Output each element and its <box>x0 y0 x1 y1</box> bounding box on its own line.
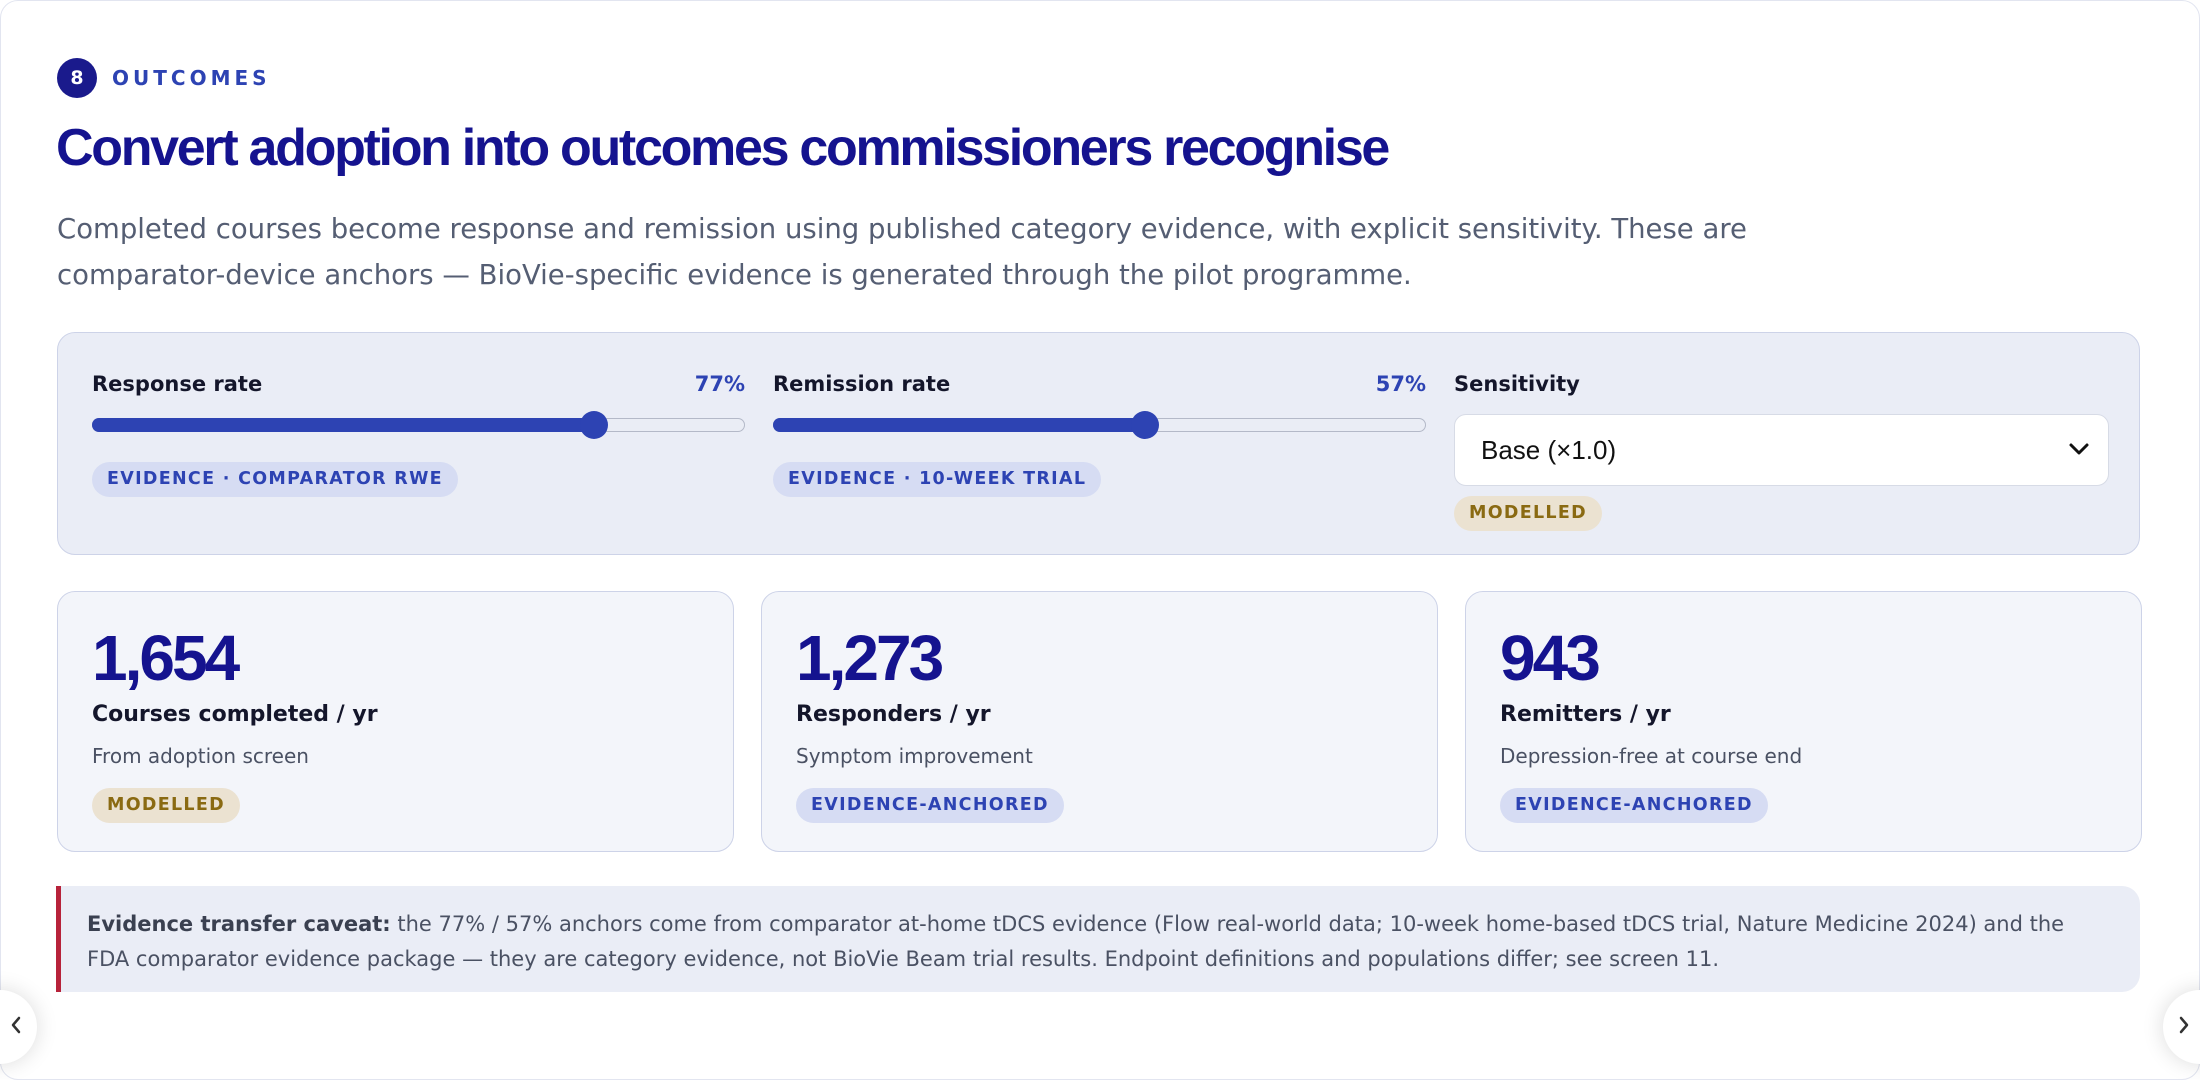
metric-label: Courses completed / yr <box>92 702 378 727</box>
page-subtitle: Completed courses become response and re… <box>57 213 1747 291</box>
metric-description: Depression-free at course end <box>1500 744 1803 768</box>
chevron-down-icon <box>2068 441 2090 460</box>
remission-rate-slider-fill <box>772 417 1144 432</box>
metric-value: 1,273 <box>796 622 944 694</box>
caveat-heading: Evidence transfer caveat: <box>87 912 391 936</box>
sensitivity-modelled-badge: MODELLED <box>1454 496 1602 531</box>
metric-description: From adoption screen <box>92 744 309 768</box>
remission-rate-control: Remission rate 57% EVIDENCE · 10-WEEK TR… <box>772 369 1426 497</box>
sensitivity-selected-value: Base (×1.0) <box>1481 434 1617 465</box>
metric-card-courses: 1,654 Courses completed / yr From adopti… <box>57 591 734 852</box>
controls-panel: Response rate 77% EVIDENCE · COMPARATOR … <box>57 332 2140 555</box>
response-rate-label: Response rate <box>92 372 263 396</box>
metric-card-remitters: 943 Remitters / yr Depression-free at co… <box>1465 591 2142 852</box>
remission-rate-label: Remission rate <box>773 372 951 396</box>
chevron-left-icon <box>10 1016 22 1038</box>
chevron-right-icon <box>2178 1016 2190 1038</box>
page-title: Convert adoption into outcomes commissio… <box>56 119 1390 177</box>
response-rate-slider[interactable] <box>91 411 745 439</box>
metric-badge: MODELLED <box>92 788 240 823</box>
caveat-text: the 77% / 57% anchors come from comparat… <box>87 912 2065 971</box>
metric-card-responders: 1,273 Responders / yr Symptom improvemen… <box>761 591 1438 852</box>
sensitivity-label: Sensitivity <box>1454 372 1580 396</box>
response-rate-slider-thumb[interactable] <box>580 411 609 439</box>
remission-rate-slider-thumb[interactable] <box>1131 411 1160 439</box>
metric-badge: EVIDENCE-ANCHORED <box>796 788 1064 823</box>
metric-label: Remitters / yr <box>1500 702 1671 727</box>
response-evidence-badge: EVIDENCE · COMPARATOR RWE <box>92 462 458 497</box>
section-indicator: 8 OUTCOMES <box>57 58 271 98</box>
response-rate-control: Response rate 77% EVIDENCE · COMPARATOR … <box>91 369 745 497</box>
metric-description: Symptom improvement <box>796 744 1033 768</box>
metric-badge: EVIDENCE-ANCHORED <box>1500 788 1768 823</box>
step-number-badge: 8 <box>57 58 97 98</box>
metric-value: 1,654 <box>92 622 240 694</box>
remission-evidence-badge: EVIDENCE · 10-WEEK TRIAL <box>773 462 1102 497</box>
remission-rate-value: 57% <box>1375 372 1426 396</box>
response-rate-slider-fill <box>91 417 593 432</box>
section-label: OUTCOMES <box>112 66 271 90</box>
sensitivity-select[interactable]: Base (×1.0) <box>1454 414 2109 486</box>
metric-value: 943 <box>1500 622 1601 694</box>
remission-rate-slider[interactable] <box>772 411 1426 439</box>
evidence-caveat-note: Evidence transfer caveat: the 77% / 57% … <box>56 886 2140 992</box>
response-rate-value: 77% <box>694 372 745 396</box>
sensitivity-control: Sensitivity Base (×1.0) MODELLED <box>1454 369 2109 531</box>
metric-label: Responders / yr <box>796 702 991 727</box>
